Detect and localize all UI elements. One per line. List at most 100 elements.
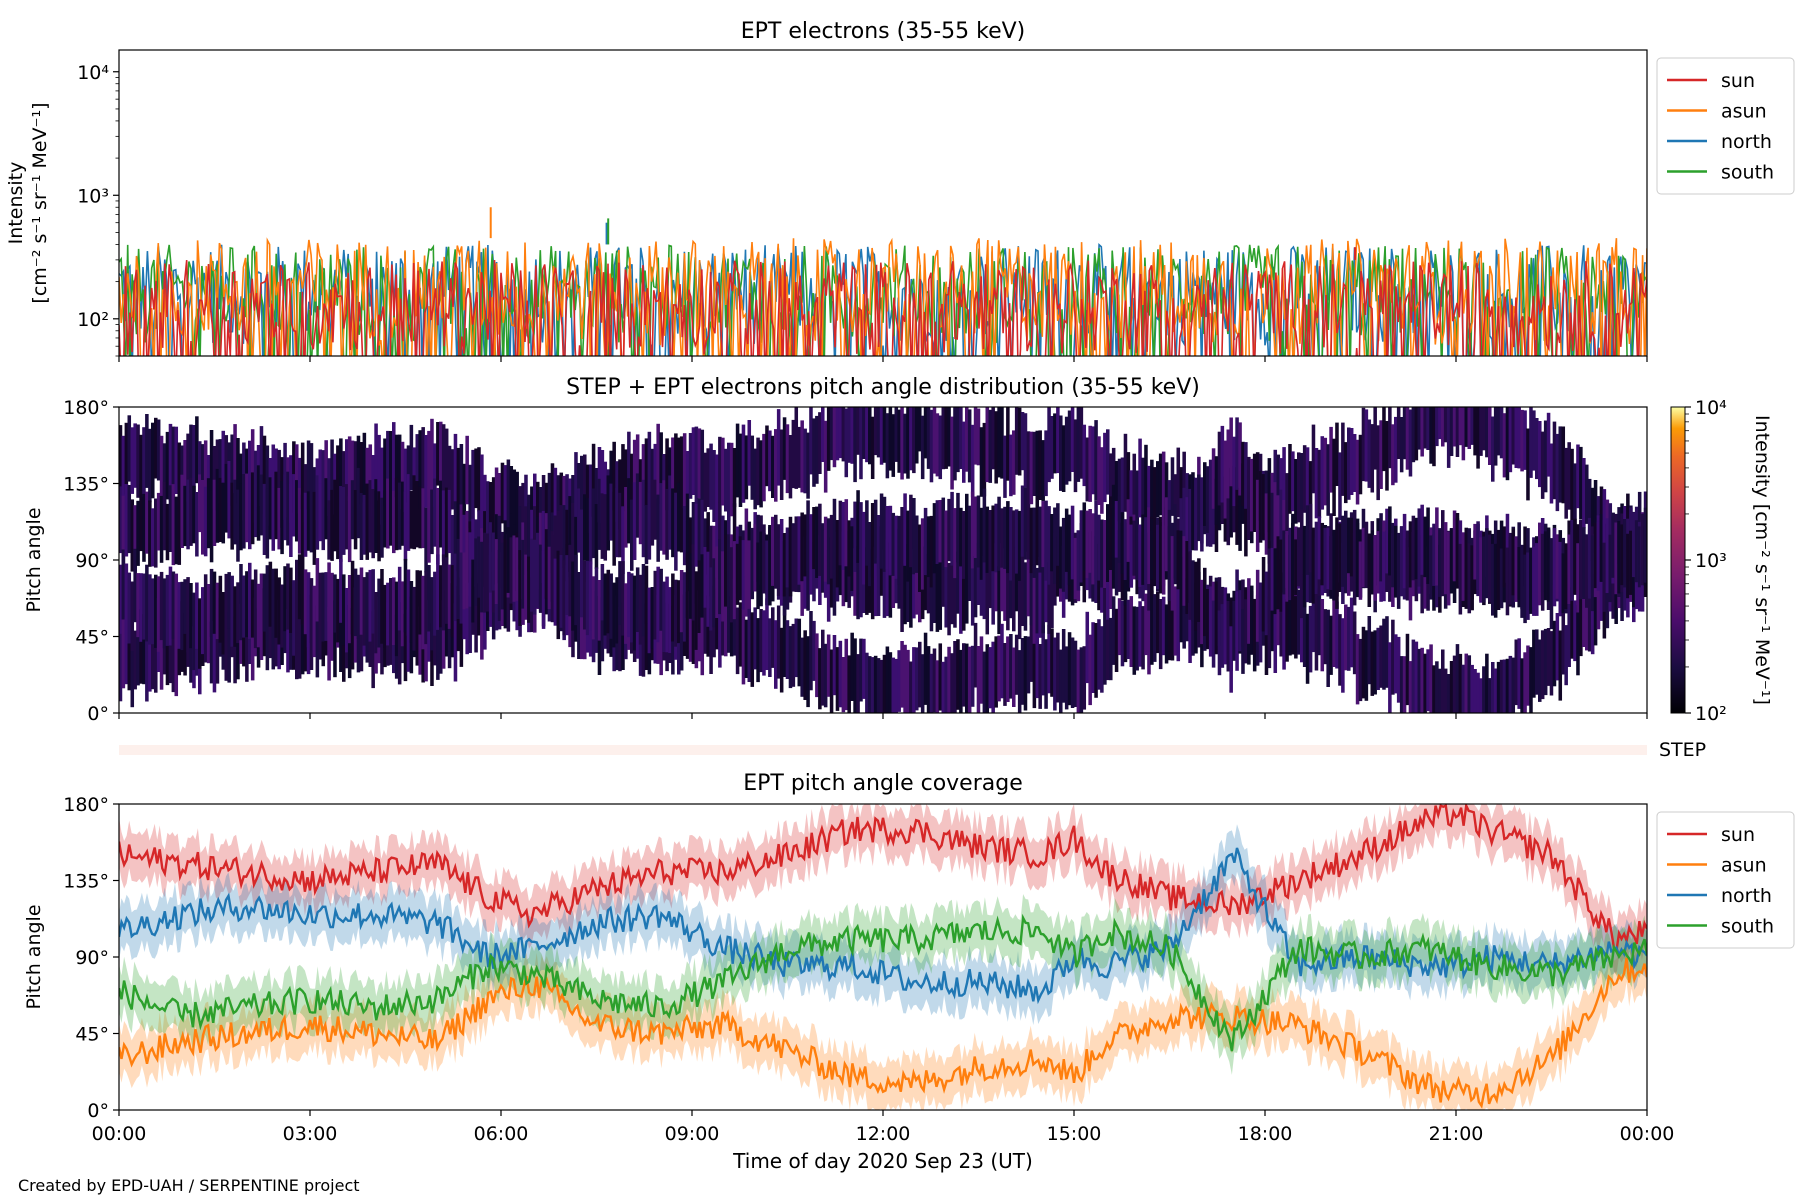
heatmap-cell: [774, 429, 778, 502]
heatmap-cell: [1235, 591, 1239, 671]
heatmap-cell: [315, 605, 320, 678]
heatmap-cell: [1470, 664, 1474, 713]
heatmap-cell: [315, 558, 320, 622]
heatmap-cell: [644, 504, 649, 565]
heatmap-cell: [201, 444, 205, 515]
heatmap-cell: [1640, 513, 1645, 586]
heatmap-cell: [297, 487, 302, 554]
heatmap-cell: [1059, 649, 1063, 713]
heatmap-cell: [371, 489, 375, 559]
heatmap-cell: [321, 480, 326, 551]
heatmap-cell: [1138, 601, 1142, 667]
heatmap-cell: [1264, 571, 1269, 636]
heatmap-cell: [500, 542, 505, 610]
heatmap-cell: [406, 609, 411, 672]
heatmap-cell: [868, 656, 872, 713]
heatmap-cell: [1455, 513, 1460, 589]
heatmap-cell: [671, 488, 675, 558]
heatmap-cell: [823, 516, 828, 582]
heatmap-cell: [794, 407, 799, 489]
heatmap-cell: [250, 579, 255, 638]
heatmap-cell: [119, 425, 123, 499]
heatmap-cell: [1502, 526, 1507, 588]
heatmap-cell: [1558, 630, 1563, 701]
heatmap-cell: [1341, 422, 1345, 496]
heatmap-cell: [873, 655, 878, 713]
heatmap-cell: [1073, 640, 1078, 707]
heatmap-cell: [785, 424, 790, 494]
heatmap-cell: [1203, 567, 1207, 637]
heatmap-cell: [727, 585, 731, 653]
heatmap-cell: [1314, 521, 1319, 594]
heatmap-cell: [809, 407, 813, 475]
heatmap-cell: [1288, 444, 1292, 514]
heatmap-cell: [1276, 495, 1281, 567]
heatmap-cell: [1302, 445, 1307, 513]
heatmap-cell: [342, 487, 346, 555]
heatmap-cell: [1540, 431, 1545, 499]
heatmap-cell: [688, 591, 693, 662]
heatmap-cell: [177, 442, 182, 510]
heatmap-cell: [812, 620, 816, 681]
heatmap-cell: [685, 552, 690, 618]
heatmap-cell: [1611, 548, 1615, 619]
heatmap-cell: [724, 534, 728, 607]
heatmap-cell: [1317, 516, 1322, 580]
heatmap-cell: [970, 491, 975, 569]
heatmap-cell: [121, 618, 126, 689]
heatmap-cell: [694, 503, 699, 567]
heatmap-cell: [900, 407, 904, 480]
heatmap-cell: [1050, 554, 1054, 629]
heatmap-cell: [1129, 524, 1134, 588]
panel1-plot-area: [119, 207, 1647, 356]
heatmap-cell: [765, 598, 769, 670]
heatmap-cell: [621, 561, 625, 636]
heatmap-cell: [142, 493, 146, 562]
heatmap-cell: [133, 505, 137, 572]
heatmap-cell: [553, 467, 558, 536]
heatmap-cell: [568, 496, 572, 572]
heatmap-cell: [1632, 512, 1636, 578]
heatmap-cell: [1012, 510, 1016, 574]
heatmap-cell: [612, 491, 616, 566]
heatmap-cell: [1593, 573, 1598, 646]
heatmap-cell: [371, 455, 375, 517]
heatmap-cell: [497, 473, 502, 540]
heatmap-cell: [650, 448, 655, 508]
heatmap-cell: [215, 468, 220, 543]
heatmap-cell: [829, 649, 834, 713]
heatmap-cell: [183, 613, 187, 676]
heatmap-cell: [1461, 532, 1466, 601]
heatmap-cell: [788, 626, 793, 689]
heatmap-cell: [136, 500, 140, 566]
heatmap-cell: [177, 582, 182, 649]
heatmap-cell: [447, 445, 452, 511]
heatmap-cell: [650, 587, 655, 649]
heatmap-cell: [559, 472, 564, 533]
heatmap-cell: [201, 587, 205, 655]
heatmap-cell: [1549, 443, 1554, 504]
heatmap-cell: [873, 407, 878, 456]
heatmap-cell: [1226, 429, 1231, 499]
heatmap-cell: [909, 551, 913, 628]
heatmap-cell: [1279, 539, 1283, 612]
heatmap-cell: [1014, 634, 1019, 695]
heatmap-cell: [274, 568, 278, 638]
heatmap-cell: [565, 509, 569, 582]
heatmap-cell: [1543, 531, 1548, 601]
heatmap-cell: [383, 584, 387, 648]
heatmap-cell: [1505, 658, 1510, 713]
series-line-south: [119, 913, 1647, 1052]
heatmap-cell: [339, 486, 343, 562]
heatmap-cell: [782, 533, 787, 597]
heatmap-cell: [659, 612, 663, 676]
heatmap-cell: [403, 613, 408, 682]
heatmap-cell: [1514, 536, 1519, 602]
heatmap-cell: [1643, 507, 1647, 583]
heatmap-cell: [1302, 525, 1307, 590]
heatmap-cell: [274, 471, 278, 540]
heatmap-cell: [306, 491, 311, 551]
heatmap-cell: [465, 541, 469, 609]
heatmap-cell: [1420, 407, 1424, 457]
heatmap-cell: [453, 433, 458, 510]
